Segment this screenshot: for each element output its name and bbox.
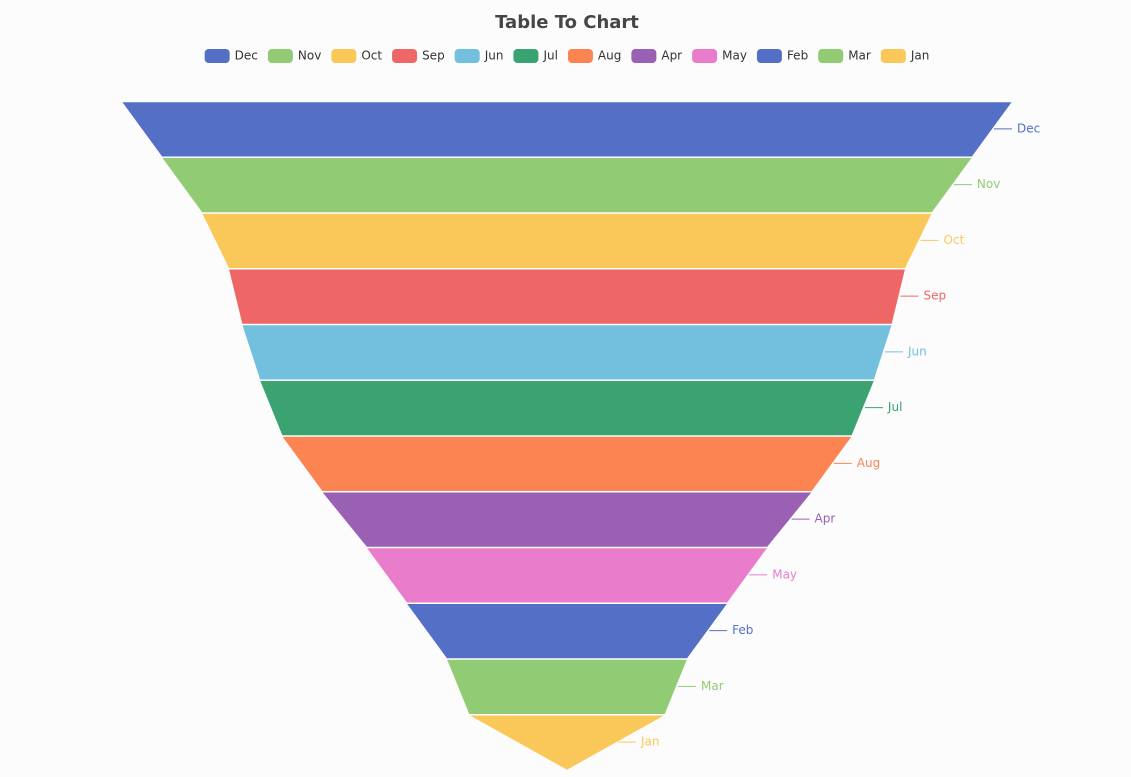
chart-title: Table To Chart (495, 12, 639, 33)
legend-label[interactable]: Oct (361, 49, 382, 63)
legend-swatch[interactable] (392, 49, 418, 63)
legend-swatch[interactable] (880, 49, 906, 63)
legend-swatch[interactable] (454, 49, 480, 63)
funnel-segment (468, 715, 666, 771)
legend-label[interactable]: Sep (422, 49, 445, 63)
segment-label: Nov (977, 177, 1000, 191)
legend-swatch[interactable] (513, 49, 539, 63)
segment-label: Jul (887, 400, 902, 414)
segment-label: Aug (857, 456, 880, 470)
funnel-segment (121, 101, 1013, 157)
funnel-segment (201, 213, 933, 269)
legend-swatch[interactable] (204, 49, 230, 63)
segment-label: Mar (701, 679, 724, 693)
segment-label: Jan (640, 735, 660, 749)
funnel-segment (446, 659, 688, 715)
segment-label: Jun (907, 344, 927, 358)
legend-label[interactable]: Apr (661, 49, 682, 63)
legend-label[interactable]: Jun (484, 49, 504, 63)
funnel-segment (161, 157, 973, 213)
legend-swatch[interactable] (331, 49, 357, 63)
legend-label[interactable]: Jan (910, 49, 930, 63)
legend-swatch[interactable] (631, 49, 657, 63)
legend-swatch[interactable] (818, 49, 844, 63)
legend-swatch[interactable] (567, 49, 593, 63)
funnel-segment (366, 547, 768, 603)
funnel-segment (259, 380, 875, 436)
legend-label[interactable]: Nov (298, 49, 321, 63)
legend-label[interactable]: Jul (542, 49, 557, 63)
funnel-segment (281, 436, 853, 492)
legend-label[interactable]: Aug (598, 49, 621, 63)
funnel-segment (241, 324, 893, 380)
legend-swatch[interactable] (267, 49, 293, 63)
segment-label: May (772, 567, 797, 581)
funnel-segment (228, 269, 906, 325)
segment-label: Apr (815, 512, 836, 526)
legend-swatch[interactable] (692, 49, 718, 63)
segment-label: Feb (732, 623, 753, 637)
funnel-segment (321, 492, 813, 548)
legend-label[interactable]: Feb (787, 49, 808, 63)
legend-label[interactable]: May (722, 49, 747, 63)
legend-label[interactable]: Dec (235, 49, 258, 63)
legend-label[interactable]: Mar (848, 49, 871, 63)
segment-label: Sep (924, 289, 947, 303)
legend-swatch[interactable] (756, 49, 782, 63)
funnel-segment (406, 603, 728, 659)
segment-label: Oct (944, 233, 965, 247)
segment-label: Dec (1017, 121, 1040, 135)
